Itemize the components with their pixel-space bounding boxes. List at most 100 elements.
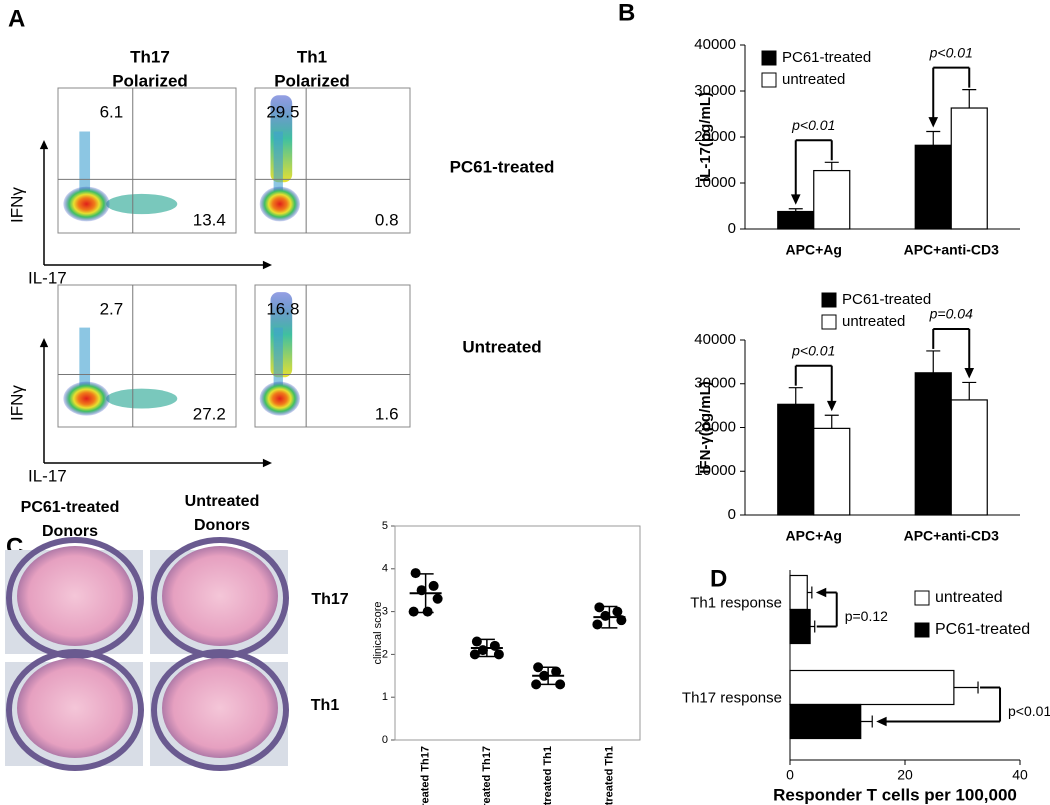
y-tick-label: 40000 — [694, 36, 736, 53]
dot — [531, 679, 542, 690]
bar — [789, 574, 808, 611]
error-bar — [478, 638, 495, 658]
bar — [813, 169, 851, 230]
y-tick-label: 0 — [382, 734, 388, 746]
eye-wall — [151, 537, 289, 659]
column-header: Untreated — [185, 493, 260, 510]
y-tick-label: 20000 — [694, 128, 736, 145]
dot — [471, 636, 482, 647]
x-tick-label: APC+anti-CD3 — [904, 242, 1000, 258]
legend-label: PC61-treated — [935, 621, 1030, 638]
y-tick-label: 30000 — [694, 375, 736, 392]
x-tick-label: PC61 treated Th1 — [603, 746, 615, 805]
flow-density — [273, 327, 283, 399]
legend-label: PC61-treated — [842, 291, 931, 308]
eye-wall — [151, 649, 289, 771]
row-label: Th1 — [311, 697, 340, 714]
x-tick-label: PC61 treated Th17 — [481, 746, 493, 805]
p-value: p=0.12 — [845, 608, 888, 624]
error-bar — [807, 586, 813, 599]
arrow-head — [815, 587, 827, 598]
dot — [469, 649, 480, 660]
x-tick-label: 20 — [897, 767, 913, 783]
legend-swatch — [761, 50, 777, 66]
y-axis-label: clinical score — [372, 602, 384, 665]
arrow-head — [262, 458, 272, 468]
error-bar — [601, 605, 618, 629]
bar — [914, 144, 952, 230]
quadrant-value: 0.8 — [375, 210, 399, 229]
dot — [489, 640, 500, 651]
row-label: PC61-treated — [450, 157, 555, 176]
legend-swatch — [914, 622, 930, 638]
bar — [914, 372, 952, 516]
y-tick-label: 4 — [382, 563, 388, 575]
quadrant-value: 13.4 — [193, 210, 226, 229]
flow-density — [106, 193, 178, 215]
arrow-head — [790, 194, 801, 205]
dot — [555, 679, 566, 690]
error-bar — [860, 715, 873, 728]
panel-letter: D — [710, 565, 727, 592]
row-label: Th17 — [311, 591, 348, 608]
bar — [789, 703, 862, 740]
column-header: PC61-treated — [21, 499, 120, 516]
error-bar — [953, 681, 979, 694]
error-bar — [540, 666, 557, 686]
arrow-head — [262, 260, 272, 270]
p-value: p<0.01 — [791, 342, 835, 358]
p-value: p<0.01 — [1008, 703, 1050, 719]
axis-label: IFNγ — [7, 187, 26, 223]
x-axis-label: Responder T cells per 100,000 — [773, 785, 1017, 804]
error-bar — [417, 573, 434, 614]
dot — [410, 568, 421, 579]
y-axis-label: IL-17(pg/mL) — [697, 92, 714, 182]
quadrant-value: 6.1 — [100, 102, 124, 121]
y-tick-label: 20000 — [694, 418, 736, 435]
dot — [592, 619, 603, 630]
error-bar — [962, 89, 977, 109]
flow-density — [273, 131, 283, 204]
error-bar — [926, 130, 941, 146]
dot — [408, 606, 419, 617]
legend-swatch — [821, 314, 837, 330]
bar — [950, 107, 988, 230]
legend-label: untreated — [782, 71, 845, 88]
flow-density — [259, 381, 300, 416]
y-tick-label: Th1 response — [690, 594, 782, 611]
axis-label: IL-17 — [28, 268, 67, 287]
legend-swatch — [761, 72, 777, 88]
bar — [813, 427, 851, 516]
legend-swatch — [821, 292, 837, 308]
quadrant-value: 29.5 — [266, 102, 299, 121]
error-bar — [926, 350, 941, 373]
bar — [777, 403, 815, 516]
error-bar — [810, 620, 816, 633]
x-tick-label: 0 — [786, 767, 794, 783]
bar — [789, 608, 811, 645]
column-header: Polarized — [274, 71, 350, 90]
eye-lens — [17, 658, 133, 758]
bar — [777, 210, 815, 230]
error-bar — [824, 414, 839, 429]
panel-letter: A — [8, 5, 25, 32]
error-bar — [824, 161, 839, 171]
y-tick-label: 0 — [728, 506, 736, 523]
y-tick-label: 10000 — [694, 462, 736, 479]
y-tick-label: 1 — [382, 691, 388, 703]
x-tick-label: untreated Th1 — [542, 746, 554, 805]
x-tick-label: untreated Th17 — [420, 746, 432, 805]
arrow-head — [876, 716, 887, 727]
flow-density — [106, 388, 178, 409]
row-label: Untreated — [462, 337, 541, 356]
dot — [612, 606, 623, 617]
arrow-head — [964, 368, 975, 379]
column-header: Th17 — [130, 47, 170, 66]
quadrant-value: 1.6 — [375, 404, 399, 423]
arrow-head — [39, 338, 49, 348]
legend-swatch — [914, 590, 930, 606]
flow-density — [63, 381, 110, 416]
p-value: p<0.01 — [929, 44, 973, 60]
column-header: Donors — [42, 523, 98, 540]
